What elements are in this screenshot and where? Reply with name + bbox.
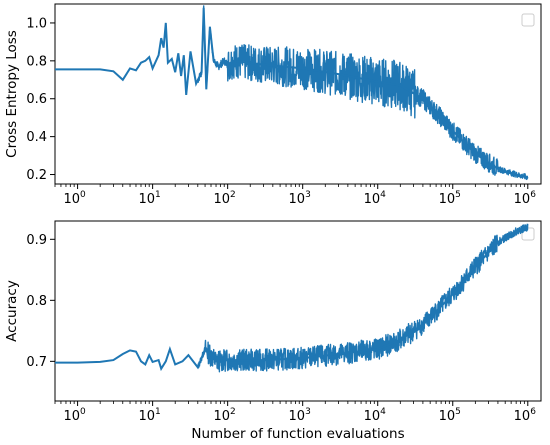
acc-y-tick-label: 0.8 [26,294,47,309]
acc-noise-path [196,223,529,373]
loss-x-ticks: 100 101 102 103 104 105 106 [54,184,537,207]
acc-x-tick-label: 101 [138,407,160,424]
accuracy-panel: 0.7 0.8 0.9 100 101 102 103 104 105 106 Accuracy… [4,220,542,442]
loss-noise-path [196,5,529,181]
loss-noise-band [196,5,529,181]
acc-x-tick-label: 106 [514,407,537,424]
accuracy-y-axis-label: Accuracy [4,280,20,342]
accuracy-plot-frame [54,220,542,402]
loss-y-tick-label: 1.0 [26,16,47,31]
accuracy-y-ticks: 0.7 0.8 0.9 [26,233,55,370]
acc-x-tick-label: 105 [439,407,461,424]
acc-y-tick-label: 0.7 [26,355,47,370]
acc-x-tick-label: 103 [289,407,311,424]
loss-y-axis-label: Cross Entropy Loss [4,30,20,158]
accuracy-series-line [55,226,529,372]
accuracy-noise-band [196,223,529,373]
loss-y-tick-label: 0.4 [26,130,47,145]
loss-x-tick-label: 101 [138,190,160,207]
x-axis-label: Number of function evaluations [191,426,404,442]
loss-panel: 0.2 0.4 0.6 0.8 1.0 100 101 102 103 104 105 106 Cr… [4,3,542,207]
loss-x-tick-label: 103 [289,190,311,207]
loss-x-tick-label: 104 [364,190,387,207]
loss-y-tick-label: 0.6 [26,92,47,107]
acc-y-tick-label: 0.9 [26,233,47,248]
loss-plot-frame [54,3,542,185]
loss-series-line [55,7,529,179]
acc-x-tick-label: 104 [364,407,387,424]
loss-x-tick-label: 102 [214,190,236,207]
loss-legend-box [521,13,535,27]
accuracy-x-ticks: 100 101 102 103 104 105 106 [54,401,537,424]
acc-x-tick-label: 100 [63,407,86,424]
loss-x-tick-label: 100 [63,190,86,207]
loss-y-tick-label: 0.8 [26,54,47,69]
acc-x-tick-label: 102 [214,407,236,424]
loss-x-tick-label: 106 [514,190,537,207]
loss-y-ticks: 0.2 0.4 0.6 0.8 1.0 [26,16,55,183]
loss-x-tick-label: 105 [439,190,461,207]
loss-y-tick-label: 0.2 [26,168,47,183]
